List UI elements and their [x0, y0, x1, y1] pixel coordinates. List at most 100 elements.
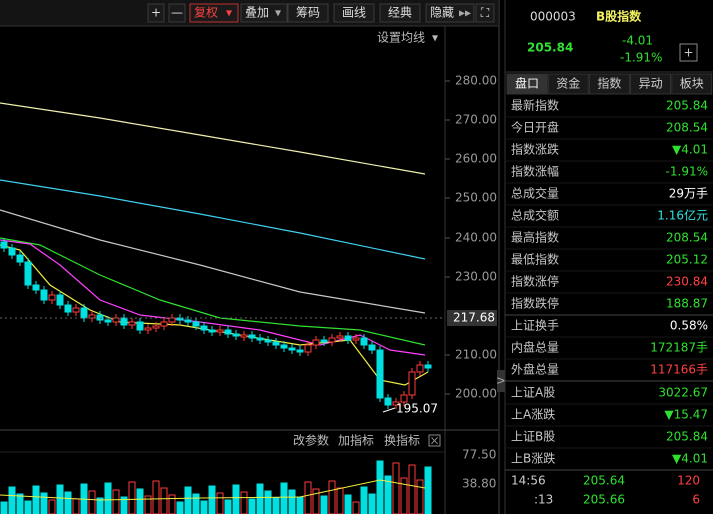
candle-body — [16, 254, 24, 263]
volume-bar — [240, 491, 248, 514]
volume-bar — [0, 501, 8, 514]
row-label: 上B涨跌 — [511, 451, 555, 466]
indicator-button[interactable]: 换指标 — [384, 433, 420, 448]
volume-bar — [144, 495, 152, 514]
volume-bar — [344, 494, 352, 514]
volume-bar — [280, 482, 288, 514]
ma-settings[interactable]: 设置均线 — [377, 31, 425, 45]
toolbar-button[interactable] — [240, 3, 288, 23]
tab[interactable] — [588, 73, 630, 95]
row-value: ▼4.01 — [672, 452, 708, 466]
row-value: 1.16亿元 — [657, 208, 708, 223]
candle-body — [232, 333, 240, 337]
candle-body — [144, 327, 152, 331]
volume-bar — [368, 493, 376, 514]
ma-settings-arrow: ▾ — [432, 31, 438, 45]
toolbar-button[interactable] — [379, 3, 421, 23]
volume-bar — [104, 482, 112, 514]
ma-slow — [0, 209, 426, 314]
candle-body — [128, 321, 136, 326]
toolbar-button-label: + — [151, 6, 161, 20]
candle-body — [408, 371, 416, 396]
add-button[interactable] — [679, 43, 698, 62]
current-price-tag-bg — [447, 310, 497, 326]
collapse-handle[interactable] — [497, 370, 505, 392]
volume-bar — [272, 497, 280, 514]
volume-bar — [32, 485, 40, 514]
tab[interactable] — [671, 73, 713, 95]
row-value: 188.87 — [666, 297, 708, 311]
volume-ma — [0, 479, 426, 501]
indicator-button[interactable]: 加指标 — [338, 433, 374, 448]
volume-bar — [40, 492, 48, 514]
volume-bar — [24, 500, 32, 514]
chart-area — [0, 102, 432, 514]
dropdown-arrow: ▸▸ — [459, 6, 471, 20]
row-label: 指数涨幅 — [511, 164, 559, 179]
tick-volume: 120 — [677, 474, 700, 488]
tick-time: 14:56 — [511, 474, 546, 488]
candle-body — [384, 397, 392, 406]
volume-bar — [400, 477, 408, 514]
tab[interactable] — [506, 73, 548, 95]
candle-body — [184, 319, 192, 323]
row-value: ▼15.47 — [664, 408, 708, 422]
tab-label: 指数 — [597, 76, 621, 91]
volume-bar — [384, 475, 392, 514]
toolbar-button-label: 经典 — [388, 6, 412, 20]
row-label: 上证A股 — [511, 386, 555, 400]
row-label: 内盘总量 — [511, 340, 559, 355]
quote-name: B股指数 — [596, 9, 642, 24]
candle-body — [80, 307, 88, 319]
candle-body — [328, 337, 336, 343]
volume-bar — [200, 500, 208, 514]
volume-bar — [248, 498, 256, 514]
candle-body — [120, 317, 128, 326]
row-value: 3022.67 — [658, 386, 708, 400]
volume-bar — [312, 488, 320, 514]
candle-body — [64, 304, 72, 313]
tab[interactable] — [630, 73, 672, 95]
candle-body — [392, 401, 400, 406]
candle-body — [8, 247, 16, 256]
volume-bar — [8, 486, 16, 514]
price-axis-label: 210.00 — [455, 348, 497, 362]
toolbar-button[interactable] — [147, 3, 165, 23]
ma-long — [0, 102, 426, 175]
toolbar-button[interactable] — [425, 3, 475, 23]
volume-bar — [416, 479, 424, 514]
row-value: 208.54 — [666, 121, 708, 135]
dropdown-arrow: ▾ — [226, 6, 232, 20]
toolbar-button-label: 隐藏 — [430, 6, 454, 20]
price-axis-label: 260.00 — [455, 152, 497, 166]
volume-bar — [72, 498, 80, 514]
tab[interactable] — [547, 73, 589, 95]
indicator-close[interactable] — [428, 434, 441, 447]
indicator-button[interactable]: 改参数 — [293, 433, 329, 448]
candle-body — [152, 325, 160, 329]
dropdown-arrow: ▾ — [275, 6, 281, 20]
price-axis-label: 200.00 — [455, 387, 497, 401]
tick-time: :13 — [534, 493, 553, 507]
toolbar-button-label: 画线 — [342, 6, 366, 20]
row-label: 上A涨跌 — [511, 407, 555, 422]
price-axis-label: 280.00 — [455, 74, 497, 88]
candle-body — [168, 317, 176, 323]
tab-label: 板块 — [680, 77, 704, 91]
toolbar-button[interactable] — [189, 3, 239, 23]
volume-bar — [408, 464, 416, 514]
toolbar-button-label: — — [171, 6, 183, 20]
candle-body — [312, 339, 320, 346]
fullscreen-button[interactable] — [475, 3, 495, 23]
tick-volume: 6 — [692, 493, 700, 507]
candle-body — [280, 344, 288, 349]
toolbar-button[interactable] — [168, 3, 186, 23]
toolbar-button[interactable] — [287, 3, 329, 23]
volume-bar — [88, 490, 96, 514]
toolbar-button[interactable] — [333, 3, 375, 23]
row-value: 29万手 — [669, 187, 708, 201]
volume-bar — [136, 488, 144, 514]
candle-body — [400, 394, 408, 403]
row-label: 指数涨停 — [511, 274, 559, 289]
